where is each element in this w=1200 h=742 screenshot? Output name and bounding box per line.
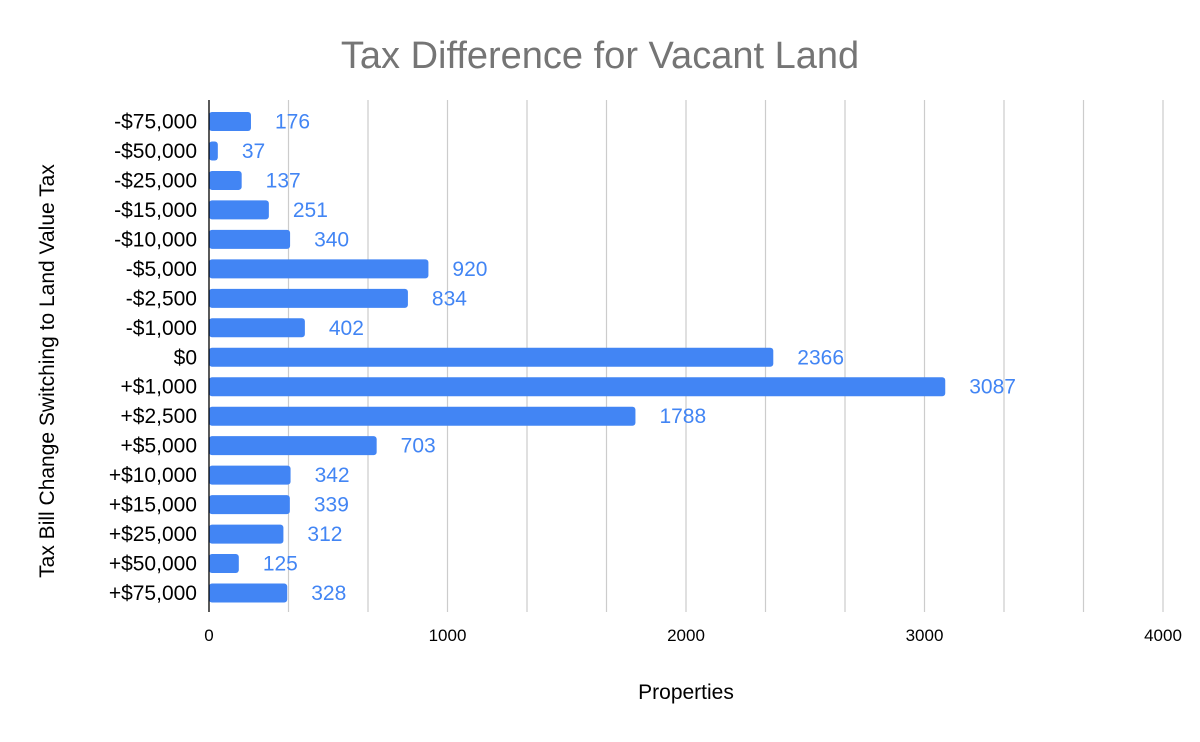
bar xyxy=(209,347,774,367)
bar xyxy=(209,524,284,544)
x-tick-labels: 0 1000 2000 3000 4000 xyxy=(204,626,1182,645)
x-tick-label: 4000 xyxy=(1144,626,1182,645)
data-label: 312 xyxy=(307,523,342,546)
data-label: 125 xyxy=(263,553,298,576)
bar xyxy=(209,229,291,249)
y-axis-title: Tax Bill Change Switching to Land Value … xyxy=(36,164,59,578)
bar xyxy=(209,436,377,456)
x-axis-title: Properties xyxy=(638,681,734,704)
category-label: +$10,000 xyxy=(109,464,197,487)
data-label: 328 xyxy=(311,582,346,605)
bar xyxy=(209,495,290,515)
category-label: -$1,000 xyxy=(126,317,197,340)
bar xyxy=(209,112,251,131)
bar xyxy=(209,318,305,338)
data-label: 3087 xyxy=(969,376,1016,399)
data-label: 402 xyxy=(329,317,364,340)
data-label: 339 xyxy=(314,494,349,517)
x-tick-label: 0 xyxy=(204,626,213,645)
category-labels: -$75,000 -$50,000 -$25,000 -$15,000 -$10,000… xyxy=(109,111,197,606)
data-label: 703 xyxy=(401,435,436,458)
bar xyxy=(209,554,239,574)
data-label: 37 xyxy=(242,140,265,163)
data-label: 2366 xyxy=(797,346,844,369)
data-label: 920 xyxy=(452,258,487,281)
bar xyxy=(209,170,242,190)
x-tick-label: 3000 xyxy=(906,626,944,645)
bar xyxy=(209,141,218,161)
category-label: +$50,000 xyxy=(109,553,197,576)
bar xyxy=(209,259,429,279)
chart-title: Tax Difference for Vacant Land xyxy=(341,35,859,77)
data-label: 834 xyxy=(432,287,467,310)
bar xyxy=(209,465,291,485)
category-label: -$25,000 xyxy=(114,169,197,192)
category-label: -$15,000 xyxy=(114,199,197,222)
bar xyxy=(209,377,946,397)
data-label: 137 xyxy=(266,169,301,192)
x-tick-label: 2000 xyxy=(667,626,705,645)
data-label: 340 xyxy=(314,228,349,251)
category-label: +$75,000 xyxy=(109,582,197,605)
category-label: -$10,000 xyxy=(114,228,197,251)
category-label: -$5,000 xyxy=(126,258,197,281)
bar xyxy=(209,583,288,603)
category-label: -$75,000 xyxy=(114,111,197,134)
category-label: +$2,500 xyxy=(121,405,198,428)
bar xyxy=(209,200,269,220)
bar xyxy=(209,406,636,426)
data-label: 1788 xyxy=(659,405,706,428)
category-label: -$2,500 xyxy=(126,287,197,310)
bar xyxy=(209,288,408,308)
category-label: +$5,000 xyxy=(121,435,198,458)
data-label: 176 xyxy=(275,111,310,134)
bars xyxy=(209,112,946,603)
x-tick-label: 1000 xyxy=(429,626,467,645)
category-label: +$25,000 xyxy=(109,523,197,546)
category-label: +$1,000 xyxy=(121,376,198,399)
category-label: $0 xyxy=(174,346,197,369)
category-label: -$50,000 xyxy=(114,140,197,163)
data-label: 251 xyxy=(293,199,328,222)
category-label: +$15,000 xyxy=(109,494,197,517)
data-label: 342 xyxy=(315,464,350,487)
